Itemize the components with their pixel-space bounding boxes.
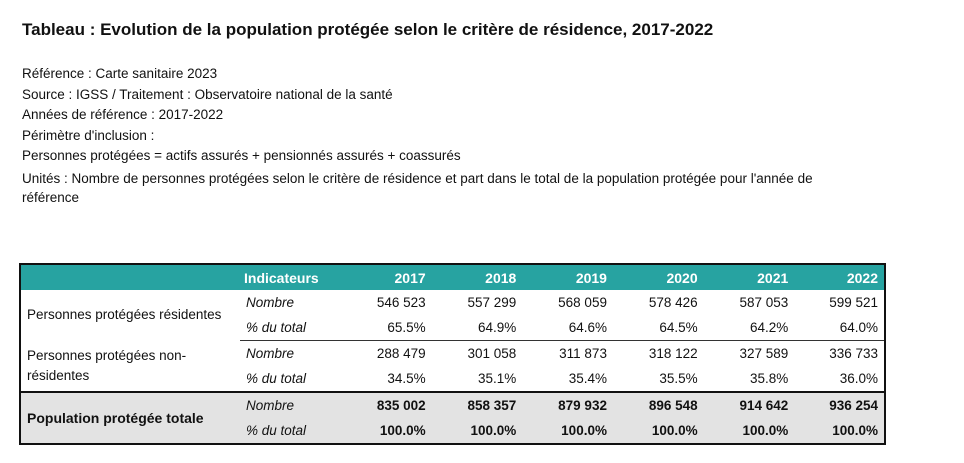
cell-value: 34.5%: [387, 371, 426, 386]
units-line: Unités : Nombre de personnes protégées s…: [22, 170, 813, 205]
table-row: % du total 34.5% 35.1% 35.4% 35.5% 35.8%…: [20, 366, 885, 392]
cell-value: 336 733: [829, 346, 878, 361]
cell-value: 288 479: [376, 346, 426, 361]
row-label: Nombre: [246, 295, 295, 310]
cell-value: 557 299: [467, 295, 517, 310]
header-year: 2018: [431, 264, 523, 290]
row-label: % du total: [240, 418, 341, 444]
table-row: Personnes protégées résidentes Nombre 54…: [20, 290, 885, 322]
population-table: Indicateurs 2017 2018 2019 2020 2021 202…: [19, 263, 886, 445]
table-row-total: Population protégée totale Nombre 835 00…: [20, 391, 885, 444]
cell-value: 36.0%: [839, 371, 878, 386]
row-label: Nombre: [240, 391, 341, 418]
cell-value: 599 521: [829, 295, 878, 310]
cell-value: 64.5%: [612, 315, 704, 341]
header-year: 2021: [703, 264, 795, 290]
cell-value: 327 589: [739, 346, 789, 361]
header-empty-cell: [20, 264, 240, 290]
cell-value: 318 122: [648, 346, 698, 361]
group-name-residents: Personnes protégées résidentes: [27, 307, 222, 323]
group-name-non-residents: Personnes protégées non-résidentes: [27, 347, 187, 383]
table-row: Personnes protégées non-résidentes Nombr…: [20, 341, 885, 383]
cell-value: 301 058: [467, 346, 517, 361]
cell-value: 64.9%: [431, 315, 523, 341]
cell-value: 35.8%: [750, 371, 789, 386]
header-indicators: Indicateurs: [240, 264, 341, 290]
header-year: 2017: [341, 264, 432, 290]
cell-value: 311 873: [559, 346, 607, 361]
row-label: Nombre: [246, 346, 295, 361]
source-line: Source : IGSS / Traitement : Observatoir…: [22, 86, 393, 102]
cell-value: 100.0%: [612, 418, 704, 444]
header-year: 2020: [612, 264, 704, 290]
cell-value: 100.0%: [703, 418, 795, 444]
cell-value: 546 523: [376, 295, 426, 310]
cell-value: 100.0%: [522, 418, 613, 444]
cell-value: 65.5%: [341, 315, 432, 341]
cell-value: 896 548: [612, 391, 704, 418]
cell-value: 100.0%: [431, 418, 523, 444]
metadata-block: Référence : Carte sanitaire 2023 Source …: [22, 64, 862, 207]
cell-value: 936 254: [794, 391, 885, 418]
perimeter-line: Périmètre d'inclusion :: [22, 127, 155, 143]
cell-value: 858 357: [431, 391, 523, 418]
years-line: Années de référence : 2017-2022: [22, 107, 224, 122]
cell-value: 64.6%: [522, 315, 613, 341]
row-label: % du total: [240, 315, 341, 341]
cell-value: 100.0%: [341, 418, 432, 444]
cell-value: 100.0%: [794, 418, 885, 444]
header-year: 2022: [794, 264, 885, 290]
table-row: % du total 65.5% 64.9% 64.6% 64.5% 64.2%…: [20, 315, 885, 341]
cell-value: 35.1%: [478, 371, 517, 386]
header-year: 2019: [522, 264, 613, 290]
cell-value: 587 053: [739, 295, 789, 310]
cell-value: 914 642: [703, 391, 795, 418]
cell-value: 64.0%: [794, 315, 885, 341]
row-label: % du total: [246, 371, 307, 386]
cell-value: 64.2%: [703, 315, 795, 341]
cell-value: 568 059: [558, 295, 607, 310]
cell-value: 578 426: [648, 295, 698, 310]
table-row-total: % du total 100.0% 100.0% 100.0% 100.0% 1…: [20, 418, 885, 444]
page-title: Tableau : Evolution de la population pro…: [22, 20, 714, 39]
table-header-row: Indicateurs 2017 2018 2019 2020 2021 202…: [20, 264, 885, 290]
group-name-total: Population protégée totale: [20, 391, 240, 444]
cell-value: 879 932: [522, 391, 613, 418]
cell-value: 835 002: [341, 391, 432, 418]
cell-value: 35.5%: [659, 371, 698, 386]
cell-value: 35.4%: [568, 371, 607, 386]
definition-line: Personnes protégées = actifs assurés + p…: [22, 148, 461, 163]
reference-line: Référence : Carte sanitaire 2023: [22, 66, 218, 81]
